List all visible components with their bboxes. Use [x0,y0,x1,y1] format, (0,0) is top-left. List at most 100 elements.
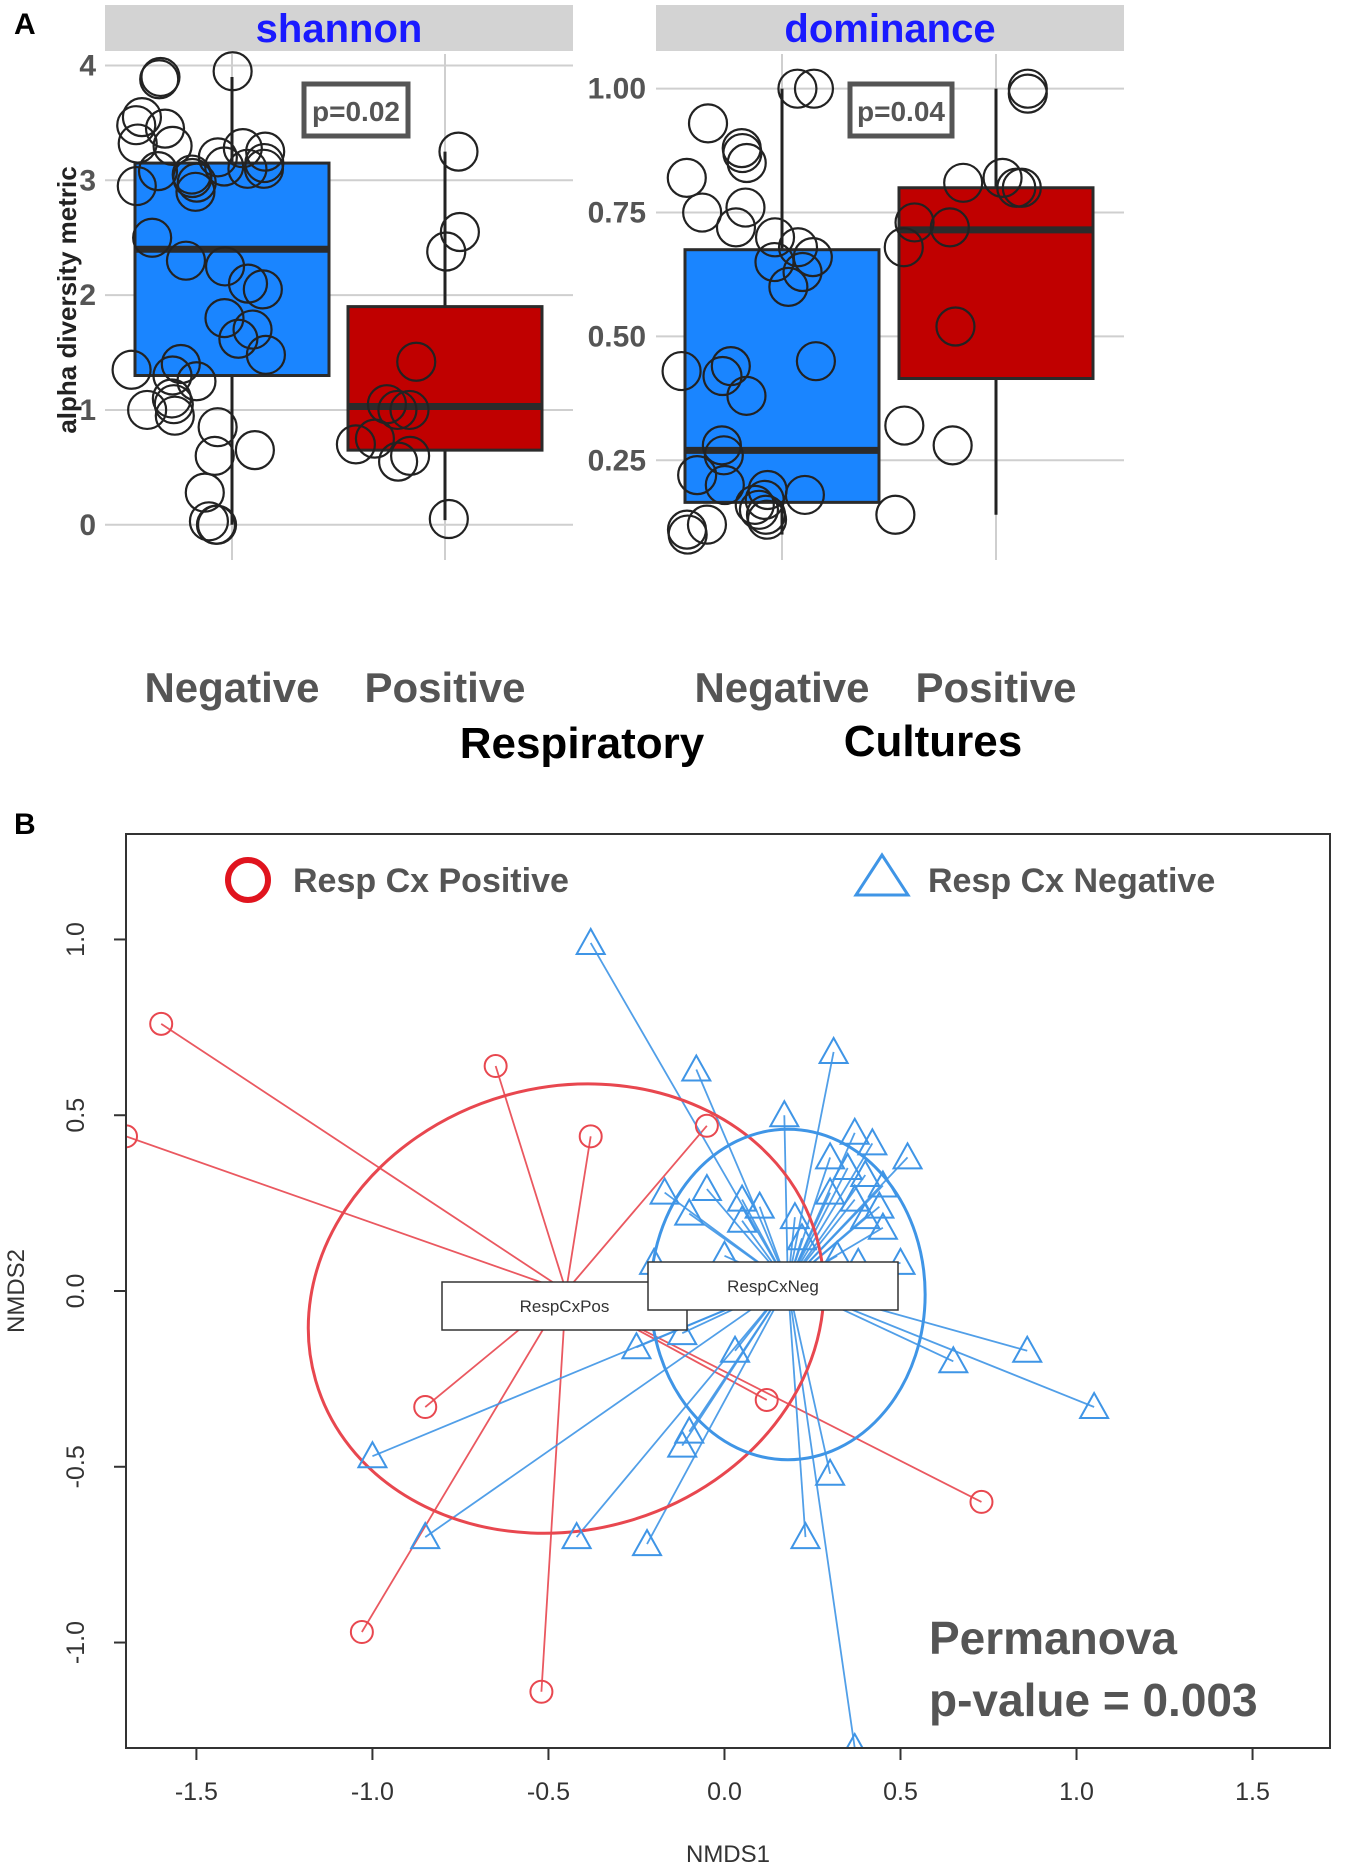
data-point [789,1521,822,1550]
centroid-label-box [441,1281,688,1331]
data-point [121,97,163,138]
box-positive [346,305,544,452]
data-point [867,1169,899,1198]
spider-line [372,1283,789,1458]
data-point [111,349,152,390]
data-point [814,1457,846,1486]
data-point [793,68,835,109]
data-point [694,1113,719,1138]
y-tick-label: -0.5 [62,1445,90,1488]
data-point [839,1116,871,1145]
alpha-y-axis-label: alpha diversity metric [52,166,82,433]
data-point [144,108,186,149]
data-point [335,424,377,465]
data-point [703,435,744,476]
data-point [754,241,795,283]
panel-b: B RespCxPos RespCxNeg -1.5 -1.0 -0.5 0.0 0.5 1.… [3,808,1331,1868]
data-point [631,1528,663,1557]
x-tick-label: 0.0 [707,1778,742,1806]
data-point [165,240,207,281]
data-point [849,1201,882,1230]
data-point [746,499,788,540]
data-point [245,131,286,172]
data-point [782,251,823,293]
data-point [1001,167,1042,208]
spider-line [786,1283,856,1748]
data-point [378,441,419,482]
data-point [849,1158,882,1187]
data-point [743,1190,776,1219]
y-tick-label: 0 [79,509,96,542]
box-negative [683,248,881,504]
facet-strip [105,5,573,51]
data-point [377,389,418,431]
data-point [574,926,607,955]
data-point [196,504,238,545]
data-point [116,165,157,207]
data-point [667,514,708,555]
data-point [153,384,194,425]
data-point [831,1151,864,1180]
data-point [779,1201,811,1230]
data-point [935,306,976,347]
y-tick-label: 2 [79,279,96,312]
data-point [204,297,245,339]
spider-line [646,1283,789,1545]
data-point [932,425,973,466]
spider-line [681,1283,789,1447]
data-point [969,1489,994,1514]
box-positive [897,186,1095,381]
spider-line [424,1283,789,1538]
shannon-plot: shannon 0 1 2 3 4 Negative Positive p=0.02 [79,5,573,711]
data-point [197,407,238,448]
data-point [204,246,246,287]
data-point [884,405,925,446]
data-point [1007,73,1048,114]
p-value-box [847,81,955,139]
data-point [875,494,916,535]
data-point [152,125,193,166]
data-point [891,1141,924,1170]
data-point [744,479,785,520]
x-tick-label: 1.5 [1235,1778,1270,1806]
data-point [578,1124,603,1149]
x-category-label: Negative [144,664,319,711]
spider-line [783,1115,789,1284]
data-point [719,1334,751,1363]
x-axis-label: NMDS1 [686,1841,770,1868]
data-point [139,59,180,100]
spider-line [786,1283,807,1538]
data-point [243,148,285,189]
data-point [648,1176,681,1205]
spider-line [160,1023,567,1292]
data-point [686,504,728,545]
data-point [117,123,158,164]
plot-frame [125,833,1331,1749]
data-point [126,1124,138,1149]
data-point [768,266,809,307]
data-point [396,341,437,382]
data-point [242,269,283,310]
data-point [172,157,213,199]
data-point [784,474,825,516]
y-axis-label: NMDS2 [3,1249,30,1333]
spider-line [695,1069,789,1285]
x-tick-label: -0.5 [527,1778,570,1806]
data-point [175,171,216,212]
data-point [212,51,253,92]
data-point [726,1183,758,1212]
data-point [777,68,818,109]
plot-area: RespCxPos RespCxNeg [126,926,1110,1748]
x-tick-label: 1.0 [1059,1778,1094,1806]
data-point [734,484,775,525]
spider-line [361,1290,567,1633]
data-point [666,1429,698,1458]
dominance-plot: dominance 0.25 0.50 0.75 1.00 Negative Positiv… [588,5,1124,711]
data-point [726,375,767,416]
y-tick-label: 0.75 [588,197,646,230]
data-point [620,1331,653,1360]
centroid-label: RespCxNeg [727,1277,819,1296]
data-point [795,341,837,382]
p-value-label: p=0.02 [312,96,400,127]
